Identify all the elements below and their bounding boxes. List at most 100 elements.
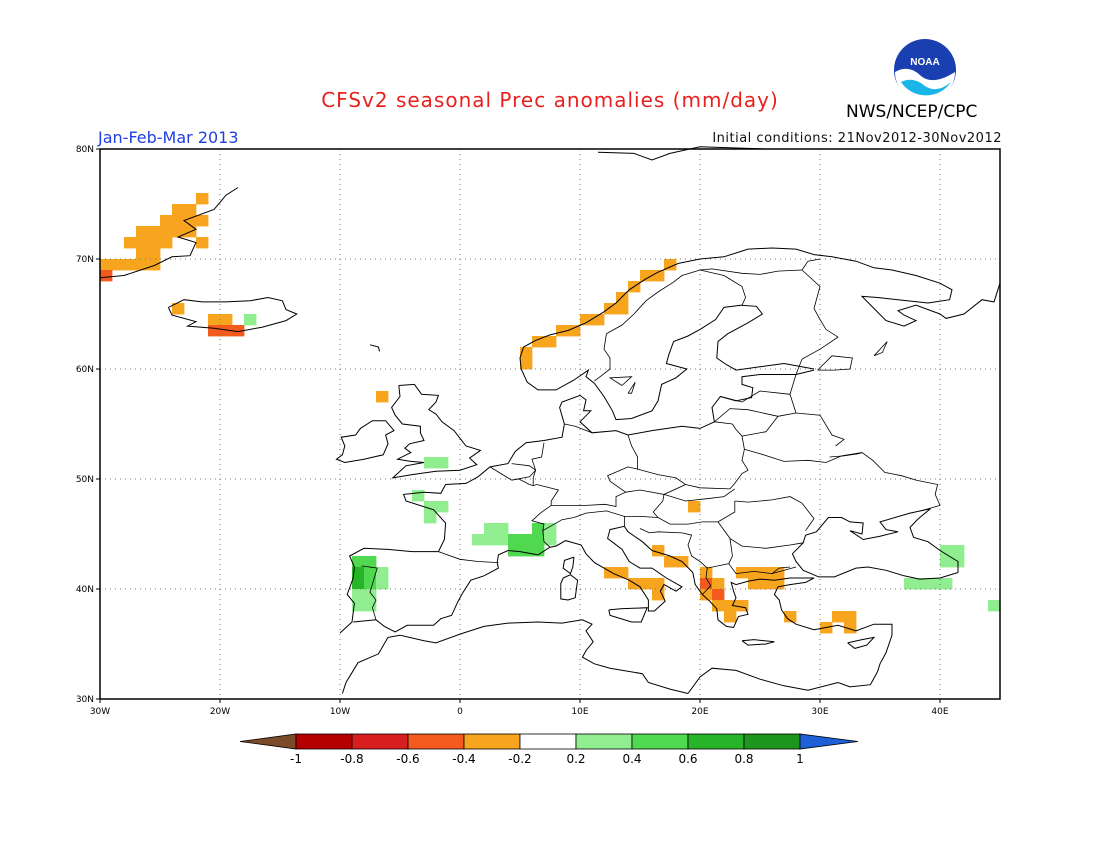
anomaly-cell — [148, 259, 161, 271]
colorbar-arrow-high — [799, 733, 859, 750]
anomaly-cell — [616, 567, 629, 579]
anomaly-cell — [688, 501, 701, 513]
coastline — [560, 574, 579, 601]
anomaly-cell — [712, 589, 725, 601]
anomaly-cell — [652, 589, 665, 601]
initial-conditions: Initial conditions: 21Nov2012-30Nov2012 — [712, 131, 1002, 146]
country-border — [489, 466, 560, 548]
country-border — [652, 500, 664, 518]
colorbar-tick-label: 1 — [796, 752, 804, 766]
lon-tick-label: 10W — [330, 707, 350, 717]
lake-outline — [608, 376, 633, 386]
lake-outline — [873, 341, 888, 357]
anomaly-cell — [352, 600, 365, 612]
anomaly-cell — [148, 237, 161, 249]
grid-layer — [100, 149, 1000, 699]
lat-tick-label: 50N — [76, 475, 94, 485]
colorbar-tick-label: -0.2 — [508, 752, 531, 766]
anomaly-cell — [940, 545, 953, 557]
forecast-period: Jan-Feb-Mar 2013 — [98, 128, 239, 147]
lake-outline — [817, 355, 853, 371]
anomaly-cell — [136, 226, 149, 238]
country-border — [734, 496, 815, 531]
anomaly-cell — [352, 578, 365, 590]
anomaly-cell — [652, 545, 665, 557]
anomaly-cell — [172, 204, 185, 216]
anomaly-cell — [652, 270, 665, 282]
anomaly-cell — [364, 600, 377, 612]
anomaly-cell — [208, 325, 221, 337]
anomaly-cell — [556, 325, 569, 337]
coastline — [341, 619, 689, 694]
anomaly-cell — [160, 215, 173, 227]
anomaly-cell — [412, 490, 425, 502]
lon-tick-label: 30E — [811, 707, 828, 717]
anomaly-cell — [508, 534, 521, 546]
country-border — [685, 423, 749, 490]
lake-outline — [627, 381, 636, 394]
lon-tick-label: 40E — [931, 707, 948, 717]
country-border — [594, 269, 747, 382]
coastline — [608, 607, 648, 623]
anomaly-cell — [712, 578, 725, 590]
country-border — [744, 448, 941, 512]
lat-tick-label: 60N — [76, 365, 94, 375]
anomaly-cell — [232, 325, 245, 337]
agency-label: NWS/NCEP/CPC — [846, 102, 978, 122]
anomaly-cell — [496, 534, 509, 546]
anomaly-cell — [616, 292, 629, 304]
anomaly-cell — [520, 358, 533, 370]
country-border — [551, 434, 638, 507]
lat-tick-label: 40N — [76, 585, 94, 595]
anomaly-cell — [160, 237, 173, 249]
anomaly-cell — [160, 226, 173, 238]
anomaly-cell — [784, 611, 797, 623]
country-border — [728, 563, 797, 575]
anomaly-cell — [436, 501, 449, 513]
anomaly-cell — [196, 193, 209, 205]
anomaly-cell — [208, 314, 221, 326]
anomaly-cell — [532, 534, 545, 546]
anomaly-cell — [220, 314, 233, 326]
colorbar-box — [743, 733, 801, 750]
anomaly-cell — [424, 512, 437, 524]
axis-labels-layer: 30N 40N 50N 60N 70N 80N 30W 20W 10W 0 10E 20E 30E 40E — [76, 145, 949, 717]
anomaly-cell — [616, 303, 629, 315]
anomaly-cell — [352, 567, 365, 579]
anomaly-cell — [736, 600, 749, 612]
anomaly-cell — [484, 523, 497, 535]
lat-tick-label: 70N — [76, 255, 94, 265]
country-border — [741, 412, 845, 447]
anomaly-cell — [520, 347, 533, 359]
anomaly-cell — [844, 622, 857, 634]
colorbar-tick-label: -0.6 — [396, 752, 419, 766]
anomaly-cell — [724, 611, 737, 623]
anomaly-cell — [520, 534, 533, 546]
coastline — [339, 369, 815, 634]
anomaly-cell — [664, 556, 677, 568]
anomaly-cell — [640, 578, 653, 590]
anomaly-cell — [376, 567, 389, 579]
anomaly-cell — [364, 567, 377, 579]
country-border — [795, 258, 839, 375]
anomaly-cell — [604, 567, 617, 579]
country-border — [438, 551, 499, 563]
anomaly-cell — [940, 578, 953, 590]
chart-title: CFSv2 seasonal Prec anomalies (mm/day) — [321, 88, 779, 112]
country-border — [699, 268, 803, 275]
anomaly-cell — [100, 259, 113, 271]
anomaly-cell — [844, 611, 857, 623]
anomaly-cell — [772, 567, 785, 579]
anomaly-cell — [916, 578, 929, 590]
country-border — [639, 528, 733, 569]
anomaly-cell — [172, 215, 185, 227]
anomaly-cell — [364, 589, 377, 601]
country-border — [789, 374, 797, 395]
anomaly-cell — [760, 578, 773, 590]
anomaly-cell — [748, 567, 761, 579]
anomaly-cell — [544, 336, 557, 348]
anomaly-cell — [352, 589, 365, 601]
coastline — [353, 525, 893, 694]
anomaly-cell — [364, 556, 377, 568]
